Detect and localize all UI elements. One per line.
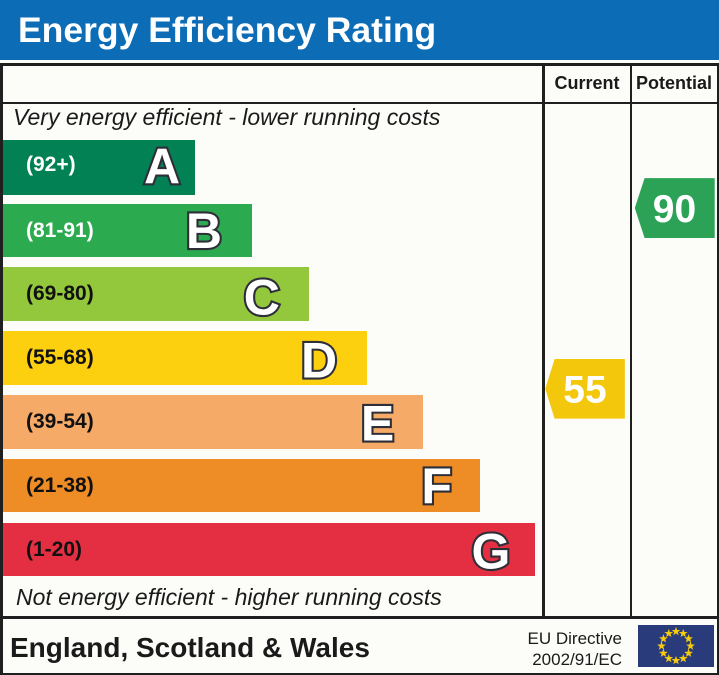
- svg-text:E: E: [361, 395, 394, 451]
- svg-text:C: C: [244, 269, 280, 325]
- svg-text:F: F: [421, 458, 452, 514]
- svg-text:A: A: [144, 139, 180, 195]
- svg-text:G: G: [472, 524, 511, 580]
- svg-text:90: 90: [653, 188, 696, 231]
- svg-text:55: 55: [563, 369, 606, 412]
- svg-text:B: B: [186, 203, 222, 259]
- svg-text:D: D: [301, 332, 337, 388]
